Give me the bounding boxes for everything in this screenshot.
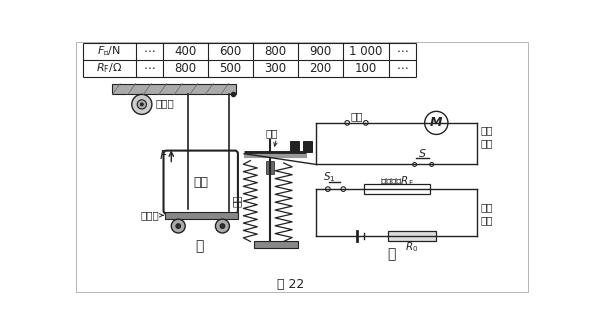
Text: 800: 800 bbox=[264, 45, 286, 58]
Bar bbox=[303, 141, 312, 152]
Text: $R_0$: $R_0$ bbox=[405, 240, 419, 254]
Bar bbox=[112, 84, 236, 94]
Circle shape bbox=[176, 224, 181, 228]
Circle shape bbox=[413, 163, 416, 166]
Text: 600: 600 bbox=[219, 45, 241, 58]
Text: $S_1$: $S_1$ bbox=[323, 170, 336, 184]
Text: 衡铁: 衡铁 bbox=[266, 129, 279, 139]
Text: 乙: 乙 bbox=[387, 247, 396, 261]
Text: $F_{\rm 压}$/N: $F_{\rm 压}$/N bbox=[98, 44, 121, 58]
Bar bbox=[290, 141, 299, 152]
Text: B: B bbox=[291, 141, 298, 151]
Text: 500: 500 bbox=[219, 62, 241, 75]
Text: 力敏电阵$R_{\rm{F}}$: 力敏电阵$R_{\rm{F}}$ bbox=[380, 174, 414, 188]
Circle shape bbox=[140, 103, 143, 106]
Text: 弹簧: 弹簧 bbox=[231, 195, 241, 207]
Text: 300: 300 bbox=[264, 62, 286, 75]
Text: 图 22: 图 22 bbox=[277, 278, 305, 291]
Bar bbox=[364, 184, 430, 195]
Text: 800: 800 bbox=[174, 62, 196, 75]
Text: 200: 200 bbox=[309, 62, 331, 75]
Text: 甲: 甲 bbox=[196, 239, 204, 253]
Circle shape bbox=[216, 219, 229, 233]
Circle shape bbox=[363, 120, 368, 125]
Text: M: M bbox=[430, 117, 442, 129]
Bar bbox=[165, 212, 238, 219]
Text: ⋯: ⋯ bbox=[397, 45, 409, 58]
Circle shape bbox=[326, 187, 330, 191]
Text: $F$: $F$ bbox=[159, 150, 168, 163]
Text: 100: 100 bbox=[355, 62, 377, 75]
Circle shape bbox=[425, 111, 448, 134]
Text: ⋯: ⋯ bbox=[143, 45, 155, 58]
Text: 电动机: 电动机 bbox=[155, 99, 174, 109]
Circle shape bbox=[137, 100, 147, 109]
Text: 电源: 电源 bbox=[350, 111, 363, 121]
Text: 1 000: 1 000 bbox=[349, 45, 382, 58]
Bar bbox=[388, 231, 436, 241]
Bar bbox=[254, 241, 299, 248]
Circle shape bbox=[132, 94, 152, 115]
Circle shape bbox=[341, 187, 346, 191]
Text: $R_{\rm F}$/Ω: $R_{\rm F}$/Ω bbox=[96, 61, 123, 75]
Text: 400: 400 bbox=[174, 45, 196, 58]
Circle shape bbox=[345, 120, 349, 125]
Circle shape bbox=[430, 163, 434, 166]
Text: 控制
电路: 控制 电路 bbox=[481, 202, 493, 225]
Text: C: C bbox=[305, 141, 311, 151]
Text: ⋯: ⋯ bbox=[397, 62, 409, 75]
Bar bbox=[266, 161, 273, 174]
Circle shape bbox=[220, 224, 225, 228]
Circle shape bbox=[171, 219, 185, 233]
Text: 工作
电路: 工作 电路 bbox=[481, 125, 493, 148]
Text: ⋯: ⋯ bbox=[143, 62, 155, 75]
Text: 厤体: 厤体 bbox=[193, 176, 209, 189]
Text: 900: 900 bbox=[309, 45, 331, 58]
Text: 承重板: 承重板 bbox=[140, 210, 159, 220]
FancyBboxPatch shape bbox=[164, 151, 238, 214]
Text: S: S bbox=[419, 149, 426, 159]
